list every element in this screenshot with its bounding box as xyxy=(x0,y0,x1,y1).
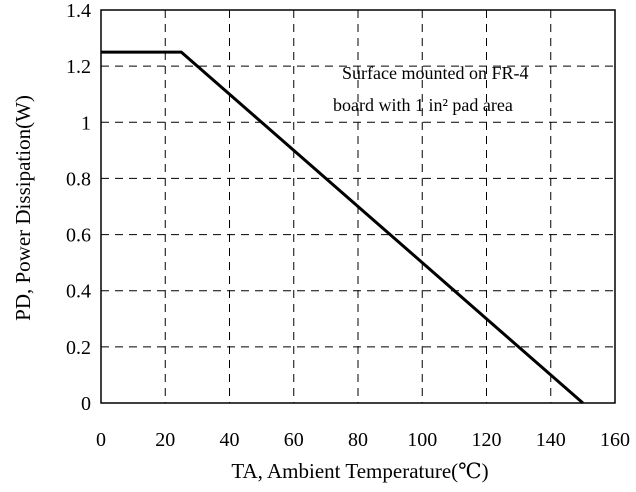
x-tick-label: 20 xyxy=(155,429,175,451)
y-tick-label: 0.6 xyxy=(66,225,91,247)
x-tick-label: 0 xyxy=(96,429,106,451)
x-tick-label: 160 xyxy=(600,429,630,451)
x-axis-label: TA, Ambient Temperature(℃) xyxy=(231,459,488,483)
y-tick-label: 0.2 xyxy=(66,337,91,359)
y-axis-label: PD, Power Dissipation(W) xyxy=(11,95,35,321)
plot-frame xyxy=(100,9,616,404)
y-tick-label: 1 xyxy=(81,112,91,134)
power-dissipation-curve xyxy=(101,50,584,405)
tick-labels: 0 20 40 60 80 100 120 140 160 0 0.2 0.4 0.6 0.8 1 1.2 1.… xyxy=(66,0,630,451)
x-tick-label: 120 xyxy=(472,429,502,451)
x-tick-label: 80 xyxy=(348,429,368,451)
y-tick-label: 0 xyxy=(81,393,91,415)
y-tick-label: 0.8 xyxy=(66,168,91,190)
y-tick-label: 0.4 xyxy=(66,281,91,303)
annotation-line-1: Surface mounted on FR-4 xyxy=(342,63,528,83)
y-tick-label: 1.2 xyxy=(66,56,91,78)
x-tick-label: 40 xyxy=(220,429,240,451)
y-tick-label: 1.4 xyxy=(66,0,91,22)
annotation-line-2: board with 1 in² pad area xyxy=(333,95,513,115)
x-tick-label: 100 xyxy=(407,429,437,451)
x-tick-label: 60 xyxy=(284,429,304,451)
x-tick-label: 140 xyxy=(536,429,566,451)
